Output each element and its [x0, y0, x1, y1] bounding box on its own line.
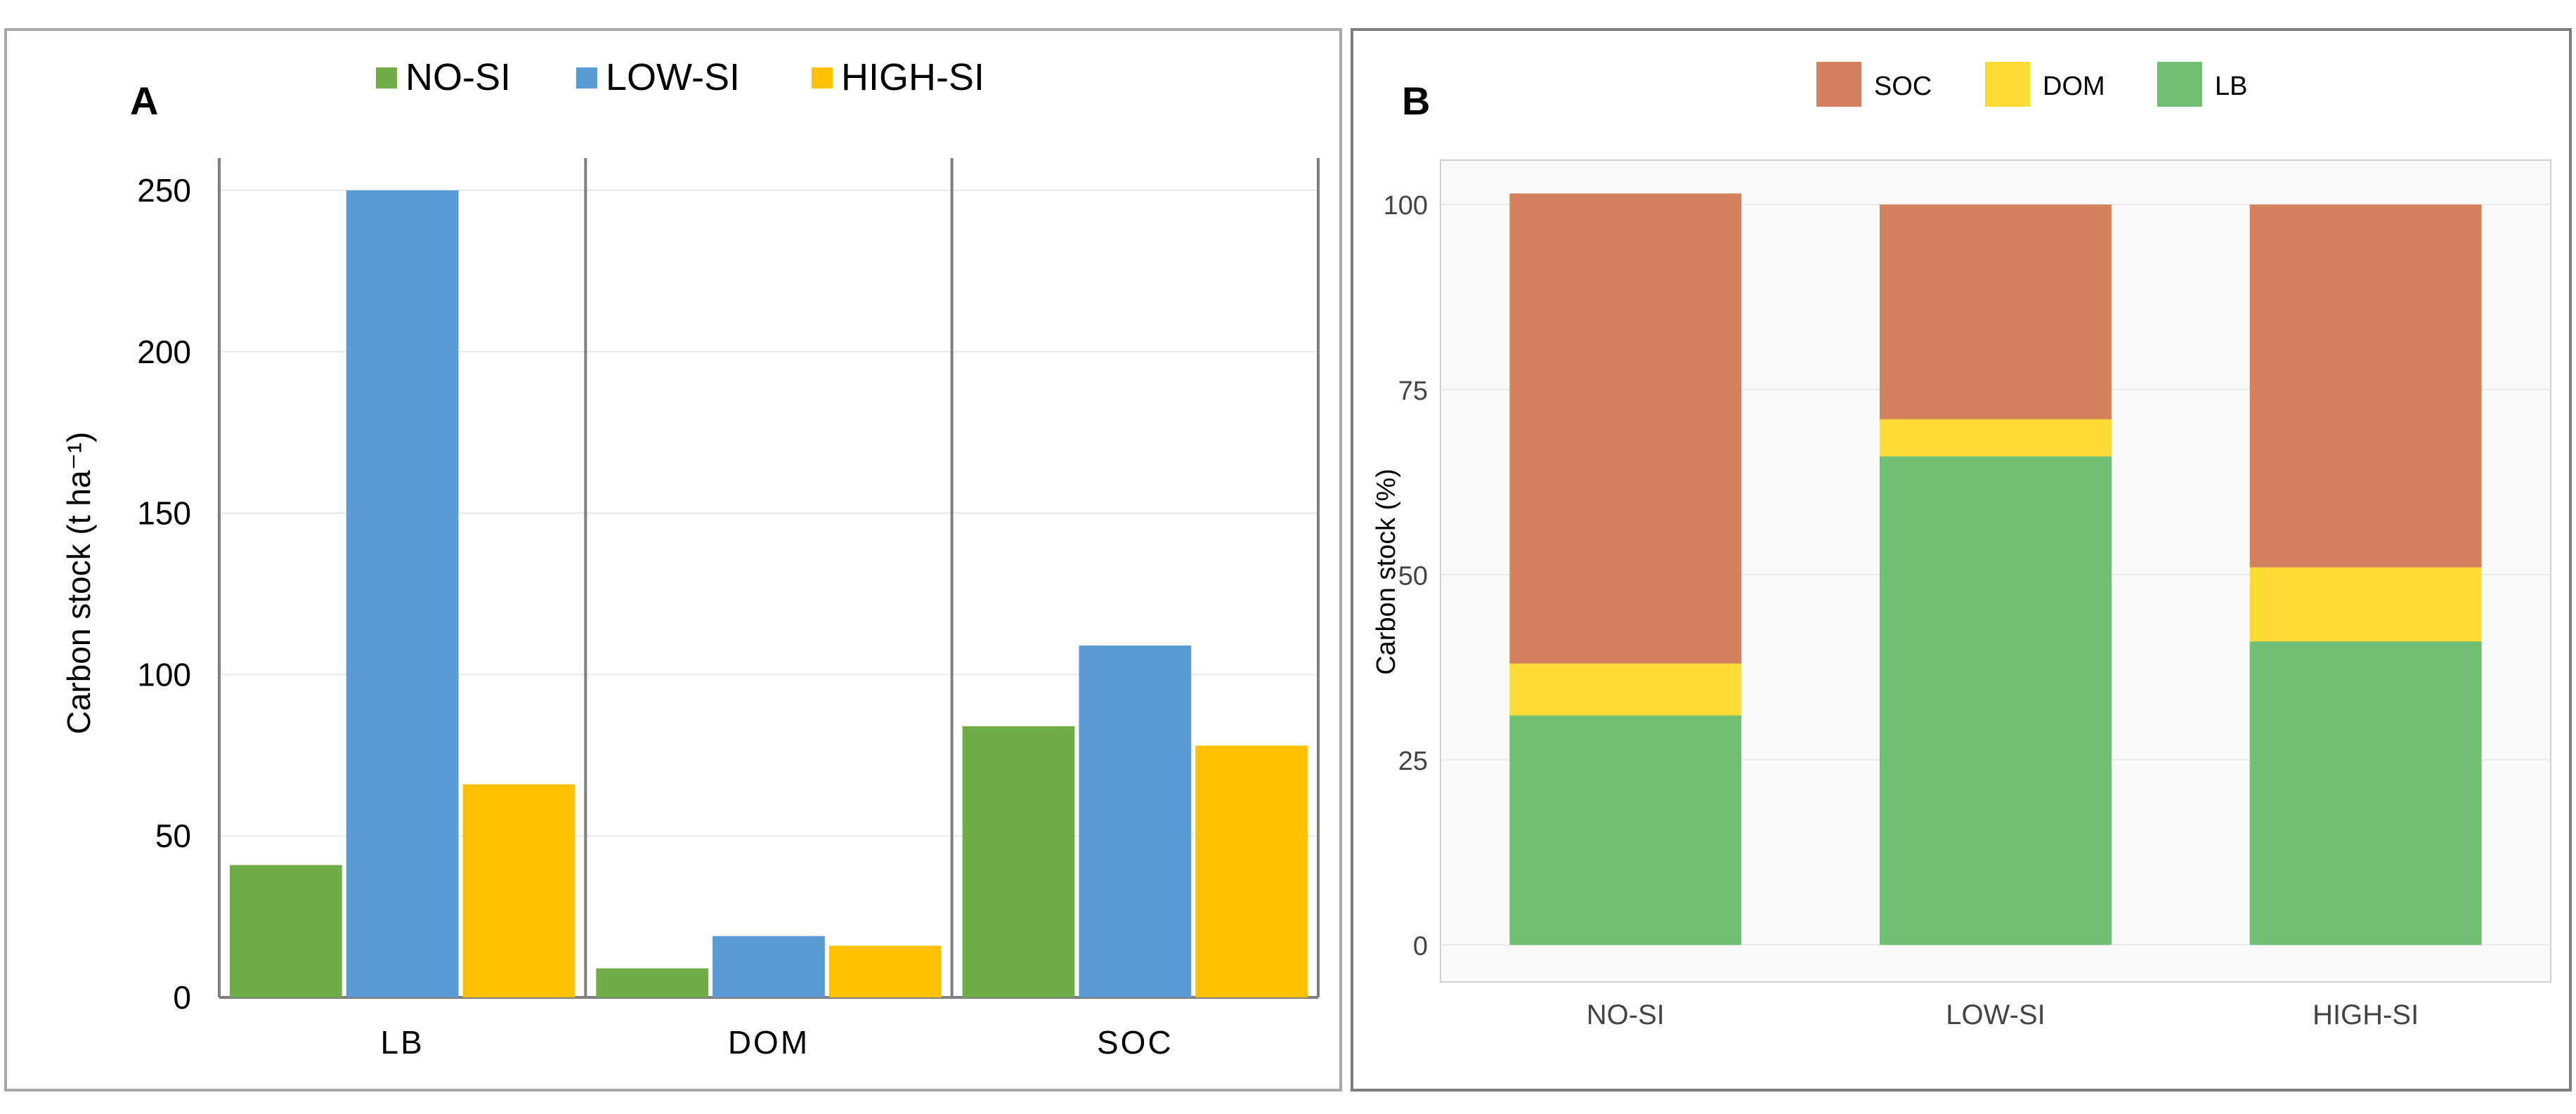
panel-b-letter: B [1402, 79, 1430, 123]
panel-b-y-ticks: 0 25 50 75 100 [1384, 191, 1428, 961]
panel-a-y-ticks: 0 50 100 150 200 250 [137, 172, 191, 1016]
panel-a-bar-low-si-soc [1079, 646, 1192, 997]
panel-a-legend-label: NO-SI [405, 56, 511, 98]
panel-a-bar-low-si-lb [346, 190, 459, 997]
panel-b-legend-swatch [1985, 62, 2030, 107]
panel-b-bar-soc-low-si [1880, 204, 2112, 419]
panel-a-y-tick-label: 100 [137, 656, 191, 693]
panel-b-x-tick-label: HIGH-SI [2312, 1000, 2419, 1030]
panel-b-legend-label: DOM [2043, 72, 2105, 101]
panel-b-bar-dom-no-si [1509, 663, 1742, 716]
panel-b-y-tick-label: 100 [1384, 191, 1428, 221]
panel-a-legend-label: HIGH-SI [841, 56, 984, 98]
panel-b-x-ticks: NO-SI LOW-SI HIGH-SI [1587, 1000, 2419, 1030]
panel-b-legend-swatch [1816, 62, 1861, 107]
panel-a-legend: NO-SI LOW-SI HIGH-SI [376, 56, 984, 98]
panel-a-x-tick-label: LB [381, 1024, 424, 1061]
panel-a-bar-no-si-lb [230, 865, 342, 997]
panel-b-y-tick-label: 25 [1398, 747, 1428, 776]
panel-b-bars [1509, 193, 2482, 945]
panel-a-bar-high-si-dom [828, 945, 942, 997]
panel-a-x-tick-label: DOM [728, 1024, 809, 1061]
panel-a-y-tick-label: 200 [137, 334, 191, 370]
panel-b-legend-label: LB [2215, 72, 2247, 101]
panel-b-bar-lb-no-si [1509, 715, 1742, 945]
panel-a-bar-low-si-dom [713, 936, 825, 997]
panel-a-y-tick-label: 150 [137, 495, 191, 532]
panel-a-y-tick-label: 250 [137, 172, 191, 209]
panel-b-x-tick-label: NO-SI [1587, 1000, 1665, 1030]
panel-b-legend: SOC DOM LB [1816, 62, 2247, 107]
panel-b-x-tick-label: LOW-SI [1946, 1000, 2045, 1030]
panel-a-y-tick-label: 0 [173, 979, 191, 1016]
panel-a-legend-swatch [576, 67, 597, 89]
panel-b-legend-label: SOC [1874, 72, 1932, 101]
panel-a-legend-swatch [812, 67, 833, 89]
panel-a-bar-high-si-lb [462, 784, 575, 997]
panel-a: A 0 50 100 150 200 250 LB DOM SOC NO-SI LOW-SI HI… [4, 28, 1342, 1092]
panel-a-bar-no-si-dom [596, 968, 709, 997]
panel-b-bar-lb-high-si [2249, 641, 2482, 945]
panel-a-legend-swatch [376, 67, 397, 89]
panel-a-legend-label: LOW-SI [606, 56, 740, 98]
panel-b-bar-dom-low-si [1880, 419, 2112, 457]
panel-a-y-tick-label: 50 [155, 818, 191, 854]
panel-a-y-axis-label: Carbon stock (t ha⁻¹) [60, 432, 97, 735]
panel-b-legend-swatch [2157, 62, 2202, 107]
panel-a-x-tick-label: SOC [1097, 1024, 1173, 1061]
panel-b-y-tick-label: 75 [1398, 376, 1428, 406]
panel-b-bar-dom-high-si [2249, 567, 2482, 642]
panel-b-bar-soc-high-si [2249, 204, 2482, 568]
panel-b: B 0 25 50 75 100 NO-SI LOW-SI HIGH-SI SOC DOM LB… [1351, 28, 2572, 1092]
panel-b-bar-lb-low-si [1880, 456, 2112, 945]
panel-a-x-ticks: LB DOM SOC [381, 1024, 1173, 1061]
panel-a-letter: A [130, 79, 158, 123]
panel-a-bar-high-si-soc [1195, 745, 1308, 997]
panel-a-bars [230, 190, 1308, 997]
panel-b-bar-soc-no-si [1509, 193, 1742, 664]
panel-a-bar-no-si-soc [962, 726, 1075, 997]
panel-b-y-axis-label: Carbon stock (%) [1372, 468, 1401, 675]
panel-b-y-tick-label: 0 [1413, 931, 1428, 961]
panel-b-y-tick-label: 50 [1398, 561, 1428, 591]
